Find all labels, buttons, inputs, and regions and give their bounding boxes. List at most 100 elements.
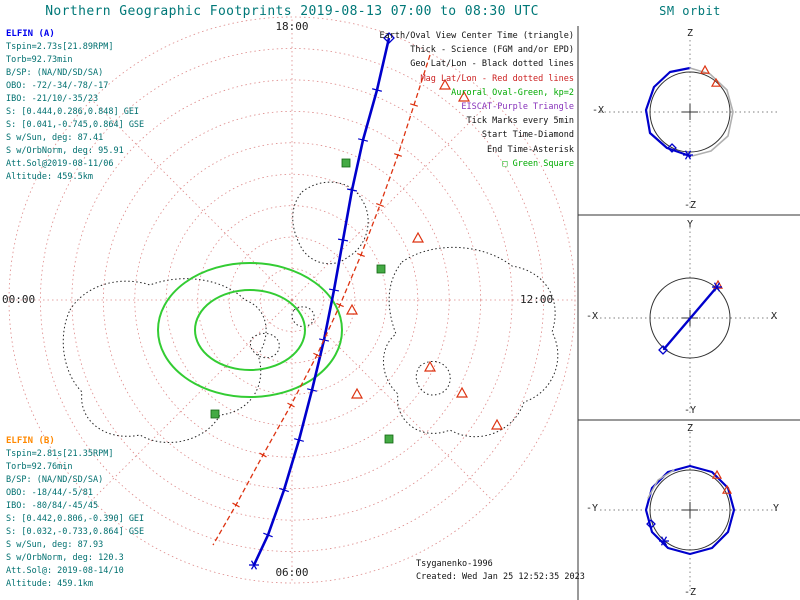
map-markers bbox=[210, 32, 504, 570]
latitude-circle bbox=[71, 79, 513, 521]
triangle-marker bbox=[710, 77, 722, 87]
track-tick bbox=[259, 452, 267, 458]
elfin-a-param-line: Altitude: 459.5km bbox=[6, 172, 93, 182]
lat-lon-grid bbox=[8, 16, 576, 584]
elfin-a-name: ELFIN (A) bbox=[6, 29, 55, 39]
auroral-oval-inner bbox=[194, 289, 306, 371]
panel-dividers bbox=[577, 26, 800, 600]
footprint-track bbox=[252, 37, 391, 566]
coastlines bbox=[62, 181, 559, 443]
sm3-axis-bottom-label: -Z bbox=[683, 587, 697, 598]
track-tick bbox=[336, 302, 344, 308]
elfin-b-param-line: S w/OrbNorm, deg: 120.3 bbox=[6, 553, 124, 563]
elfin-b-param-line: Altitude: 459.1km bbox=[6, 579, 93, 589]
end-asterisk-marker bbox=[250, 560, 258, 570]
sm-orbit-panels bbox=[600, 40, 778, 594]
elfin-b-param-line: Att.Sol@: 2019-08-14/10 bbox=[6, 566, 124, 576]
sm1-axis-top-label: Z bbox=[686, 28, 694, 39]
coastline-eurasia bbox=[383, 246, 559, 438]
clock-label-1200: 12:00 bbox=[520, 293, 554, 306]
legend-line: EISCAT-Purple Triangle bbox=[461, 102, 574, 113]
elfin-b-name: ELFIN (B) bbox=[6, 436, 55, 446]
track-tick bbox=[263, 532, 273, 538]
longitude-line bbox=[291, 299, 493, 501]
latitude-circle bbox=[165, 173, 419, 427]
orbit-track bbox=[662, 286, 718, 351]
elfin-a-param-line: S w/Sun, deg: 87.41 bbox=[6, 133, 104, 143]
auroral-oval-outer bbox=[157, 262, 343, 398]
orbit-track bbox=[644, 66, 692, 158]
latitude-circle bbox=[134, 142, 450, 458]
track-tick bbox=[357, 252, 365, 258]
auroral-oval bbox=[157, 262, 343, 398]
green-square-marker bbox=[341, 158, 351, 168]
elfin-b-param-line: B/SP: (NA/ND/SD/SA) bbox=[6, 475, 104, 485]
latitude-circle bbox=[40, 48, 544, 552]
triangle-marker bbox=[423, 360, 437, 372]
track-tick bbox=[410, 103, 418, 107]
legend-line: End Time-Asterisk bbox=[487, 144, 574, 155]
earth-circle bbox=[649, 469, 731, 551]
clock-label-1800: 18:00 bbox=[275, 20, 309, 33]
earth-circle bbox=[649, 277, 731, 359]
orbit-track bbox=[647, 469, 675, 499]
sm-orbit-title: SM orbit bbox=[659, 4, 721, 18]
triangle-marker bbox=[438, 78, 452, 90]
legend-line: Mag Lat/Lon - Red dotted lines bbox=[420, 73, 574, 84]
track-tick bbox=[358, 138, 368, 142]
coastline-scandinavia bbox=[415, 360, 451, 396]
clock-label-0000: 00:00 bbox=[2, 293, 36, 306]
latitude-circle bbox=[260, 268, 324, 332]
elfin-b-info-block: ELFIN (B) Tspin=2.81s[21.35RPM] Torb=92.7… bbox=[6, 435, 144, 591]
elfin-a-param-line: S w/OrbNorm, deg: 95.91 bbox=[6, 146, 124, 156]
coastline-arctic-island-2 bbox=[291, 306, 315, 327]
elfin-b-lines: Tspin=2.81s[21.35RPM] Torb=92.76min B/SP: … bbox=[6, 448, 144, 591]
track-tick bbox=[372, 88, 382, 92]
sm2-axis-right-label: X bbox=[771, 311, 778, 322]
end-asterisk-marker bbox=[660, 536, 668, 546]
sm3-axis-top-label: Z bbox=[686, 423, 694, 434]
elfin-a-param-line: B/SP: (NA/ND/SD/SA) bbox=[6, 68, 104, 78]
sm2-axis-left-label: -X bbox=[586, 311, 599, 322]
start-diamond-marker bbox=[383, 32, 395, 44]
track-tick bbox=[307, 388, 317, 392]
clock-label-0600: 06:00 bbox=[275, 566, 309, 579]
track-tick bbox=[313, 352, 321, 358]
elfin-a-param-line: Att.Sol@2019-08-11/06 bbox=[6, 159, 114, 169]
sm1-axis-left-label: -X bbox=[592, 105, 605, 116]
coastline-arctic-island-1 bbox=[249, 332, 280, 359]
elfin-a-param-line: IBO: -21/10/-35/23 bbox=[6, 94, 99, 104]
legend-line: □ Green Square bbox=[502, 158, 574, 169]
latitude-circle bbox=[102, 110, 482, 490]
elfin-b-param-line: IBO: -80/84/-45/45 bbox=[6, 501, 99, 511]
latitude-circle bbox=[8, 16, 576, 584]
green-square-marker bbox=[376, 264, 386, 274]
triangle-marker bbox=[455, 386, 469, 398]
orbit-track bbox=[689, 67, 734, 157]
model-label: Tsyganenko-1996 bbox=[416, 559, 493, 569]
triangle-marker bbox=[350, 387, 364, 399]
legend-line: Tick Marks every 5min bbox=[466, 116, 574, 127]
triangle-marker bbox=[711, 469, 723, 479]
track-tick bbox=[232, 502, 240, 508]
legend-line: Geo Lat/Lon - Black dotted lines bbox=[410, 59, 574, 70]
elfin-a-param-line: S: [0.041,-0.745,0.864] GSE bbox=[6, 120, 145, 130]
elfin-b-param-line: S w/Sun, deg: 87.93 bbox=[6, 540, 104, 550]
coastline-north-america bbox=[62, 278, 267, 443]
triangle-marker bbox=[721, 484, 733, 494]
end-asterisk-marker bbox=[684, 150, 692, 160]
orbit-track bbox=[644, 464, 736, 556]
elfin-b-param-line: Torb=92.76min bbox=[6, 462, 73, 472]
triangle-marker bbox=[699, 64, 711, 74]
legend-line: Earth/Oval View Center Time (triangle) bbox=[379, 31, 574, 41]
page-title: Northern Geographic Footprints 2019-08-1… bbox=[45, 4, 539, 19]
created-timestamp: Created: Wed Jan 25 12:52:35 2023 bbox=[416, 572, 585, 582]
track-tick bbox=[337, 238, 349, 242]
track-tick bbox=[376, 203, 384, 207]
elfin-b-param-line: OBO: -18/44/-5/81 bbox=[6, 488, 93, 498]
elfin-b-param-line: Tspin=2.81s[21.35RPM] bbox=[6, 449, 114, 459]
triangle-marker bbox=[457, 90, 471, 102]
triangle-marker bbox=[490, 418, 504, 430]
end-asterisk-marker bbox=[713, 282, 721, 292]
